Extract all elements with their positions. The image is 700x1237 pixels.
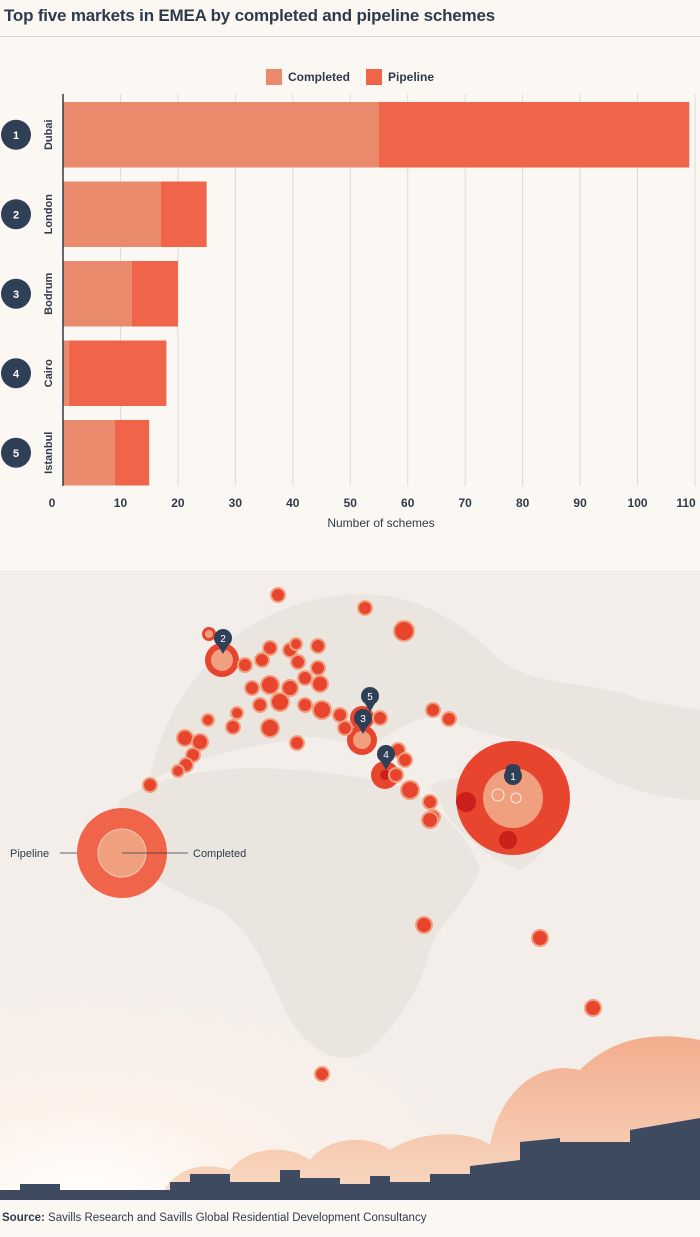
category-label: Cairo [43,359,55,387]
marker-london [202,627,239,677]
category-label: Dubai [43,119,55,150]
x-tick-label: 10 [114,496,128,510]
rank-badge [1,358,31,389]
pin-3-label: 3 [360,714,366,725]
chart-title: Top five markets in EMEA by completed an… [4,6,495,25]
bar-completed-bodrum [63,261,132,327]
x-tick-label: 110 [676,496,696,510]
rank-badge [1,119,31,150]
rank-label: 5 [13,448,19,460]
category-label: Istanbul [43,432,55,474]
pin-5-label: 5 [367,692,373,703]
legend-item-pipeline: Pipeline [366,68,434,86]
map-pins: 1 2 3 4 5 [214,629,522,785]
x-tick-label: 0 [49,496,56,510]
title-divider [0,36,700,37]
x-tick-label: 30 [229,496,243,510]
key-pipeline-label: Pipeline [10,848,49,860]
rank-label: 2 [13,209,19,221]
source-text: Savills Research and Savills Global Resi… [48,1212,427,1224]
emea-map: Pipeline Completed [0,570,700,1200]
x-axis-label: Number of schemes [327,516,434,530]
bar-pipeline-cairo [68,340,167,406]
x-tick-label: 80 [516,496,530,510]
land-africa [115,768,480,1059]
bar-pipeline-london [160,181,207,247]
pin-3: 3 [354,709,372,734]
key-completed-label: Completed [193,848,246,860]
pin-5: 5 [361,687,379,712]
legend-swatch-pipeline [366,69,382,85]
pin-1: 1 [504,764,522,785]
rank-label: 3 [13,289,19,301]
legend-label-pipeline: Pipeline [388,70,435,84]
bar-completed-london [63,181,161,247]
legend-item-completed: Completed [265,68,350,86]
x-tick-label: 60 [401,496,415,510]
rank-badge [1,437,31,468]
category-label: Bodrum [43,272,55,314]
marker-dubai [456,741,570,855]
market-dots [142,587,602,1082]
rank-label: 4 [13,368,20,380]
legend: Completed Pipeline [0,68,700,86]
x-tick-label: 70 [459,496,473,510]
pin-2-label: 2 [220,634,226,645]
bar-pipeline-istanbul [114,420,150,486]
source-label: Source: [2,1212,45,1224]
bar-pipeline-dubai [379,102,690,168]
skyline [0,1118,700,1200]
category-label: London [43,194,55,235]
pin-1-label: 1 [510,772,516,783]
pin-4: 4 [377,745,395,770]
x-tick-label: 90 [573,496,587,510]
marker-cairo [371,761,399,789]
legend-swatch-completed [265,69,282,85]
rank-badge [1,278,31,309]
rank-badge [1,199,31,230]
bar-pipeline-bodrum [131,261,178,327]
pin-2: 2 [214,629,232,654]
x-tick-label: 40 [286,496,300,510]
legend-label-completed: Completed [287,70,350,84]
bar-completed-istanbul [63,420,115,486]
bar-completed-cairo [63,340,69,406]
rank-label: 1 [13,130,19,142]
source-note: Source: Savills Research and Savills Glo… [2,1212,426,1224]
pin-4-label: 4 [383,750,389,761]
x-tick-label: 100 [628,496,648,510]
marker-bodrum [347,725,377,755]
bar-completed-dubai [63,102,379,168]
x-tick-label: 50 [344,496,358,510]
x-tick-label: 20 [171,496,185,510]
